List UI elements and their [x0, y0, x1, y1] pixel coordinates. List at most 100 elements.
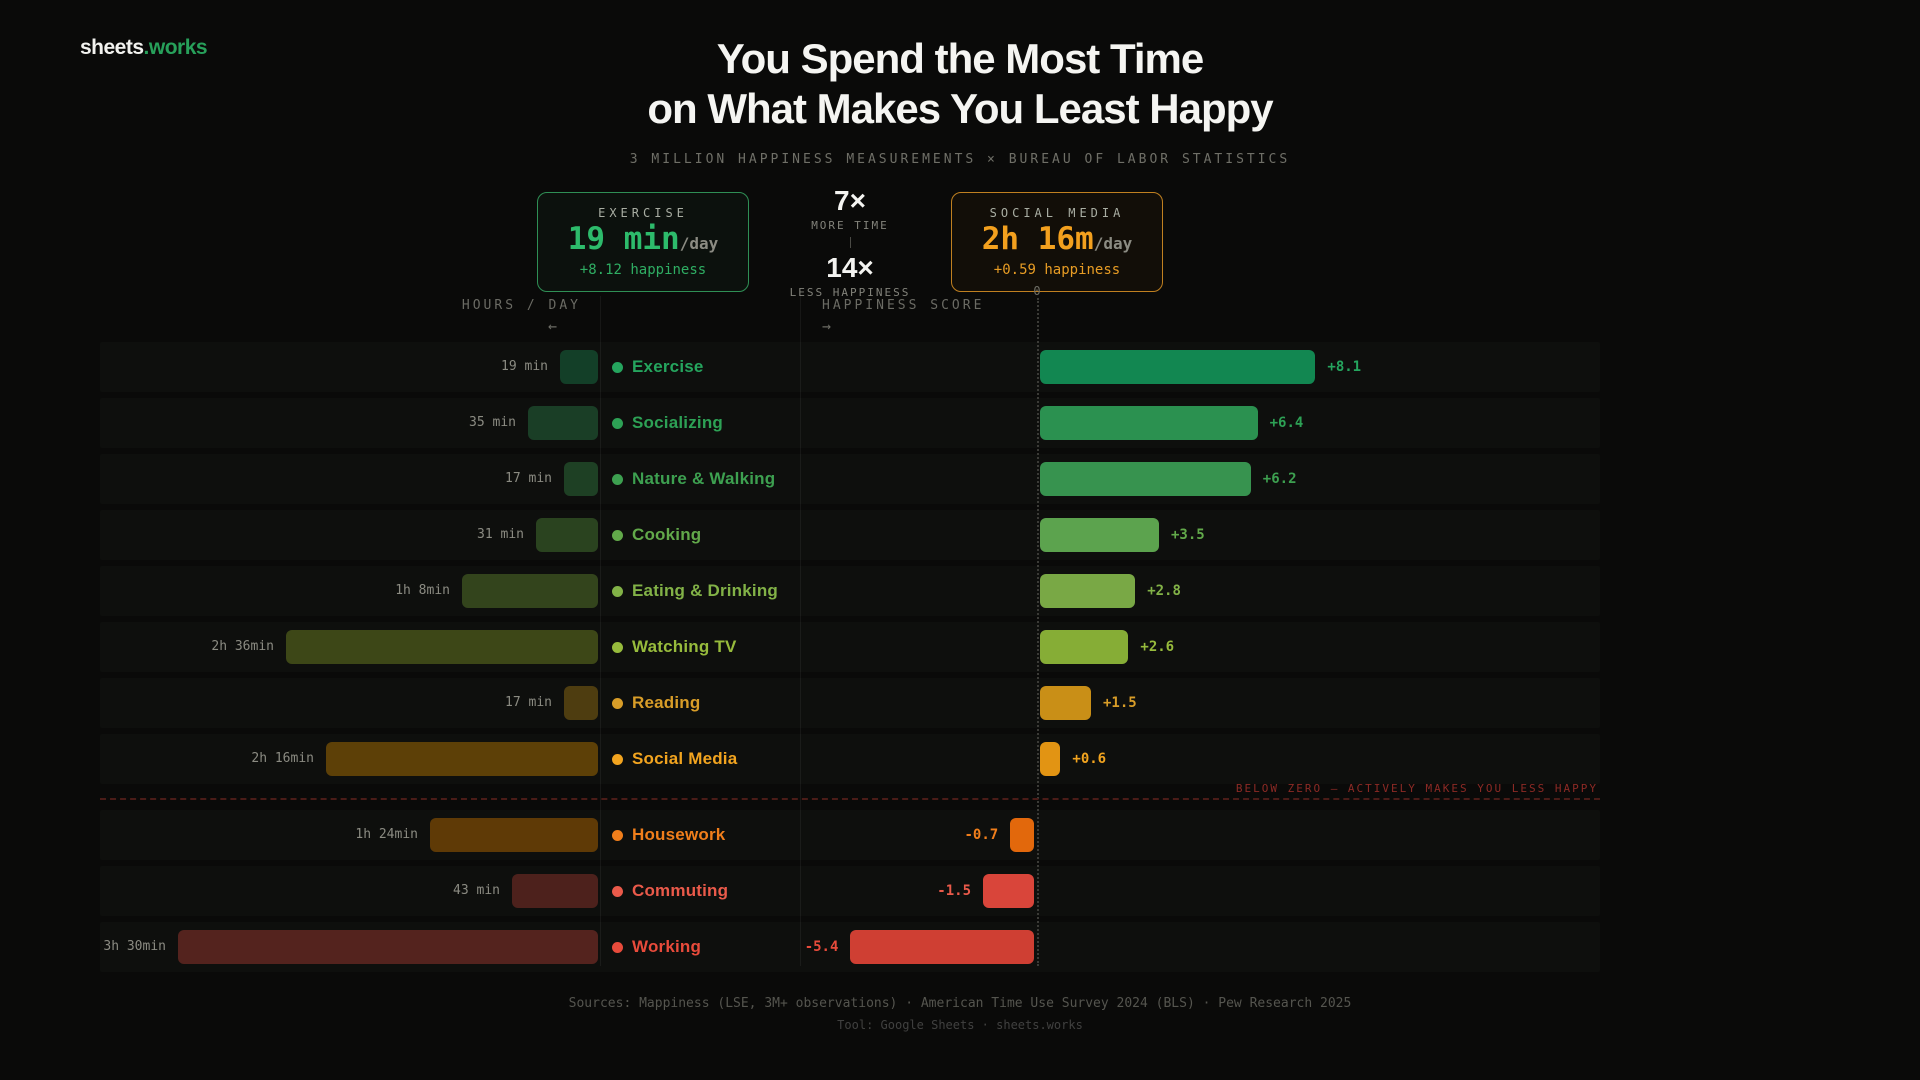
time-spent-label: 3h 30min: [103, 939, 166, 954]
footer-sources: Sources: Mappiness (LSE, 3M+ observation…: [568, 996, 1352, 1011]
time-spent-label: 1h 24min: [355, 827, 418, 842]
comparison-strip: EXERCISE 19 min/day +8.12 happiness 7× M…: [537, 185, 1163, 299]
activity-label: Housework: [632, 825, 726, 844]
zero-axis-label: 0: [1033, 284, 1041, 298]
activity-label: Socializing: [632, 413, 723, 432]
happiness-axis-label: HAPPINESS SCORE: [822, 298, 985, 313]
time-spent-bar: [286, 630, 598, 664]
activity-label: Watching TV: [632, 637, 737, 656]
chart-rows: 19 min Exercise +8.1 35 min Socializing +6.4 1…: [100, 342, 1600, 978]
happiness-score-label: -5.4: [804, 939, 839, 955]
happiness-score-label: +1.5: [1103, 695, 1137, 711]
comparison-middle: 7× MORE TIME 14× LESS HAPPINESS: [775, 185, 925, 298]
footer-tool: Tool: Google Sheets · sheets.works: [837, 1018, 1083, 1032]
time-spent-label: 2h 36min: [211, 639, 274, 654]
page-subtitle: 3 MILLION HAPPINESS MEASUREMENTS × BUREA…: [629, 152, 1291, 167]
below-zero-note: BELOW ZERO — ACTIVELY MAKES YOU LESS HAP…: [1235, 782, 1598, 795]
exercise-card-label: EXERCISE: [598, 206, 688, 221]
social-media-card-unit: /day: [1093, 234, 1133, 254]
happiness-score-bar: [983, 874, 1034, 908]
activity-row: 1h 24min Housework -0.7: [100, 810, 1600, 860]
happiness-score-bar: [1040, 742, 1061, 776]
happiness-factor: 14×: [826, 251, 874, 283]
happiness-score-bar: [850, 930, 1034, 964]
activity-label: Commuting: [632, 881, 729, 900]
time-spent-label: 43 min: [453, 883, 500, 898]
activity-label: Exercise: [632, 357, 704, 376]
activity-label: Working: [632, 937, 702, 956]
title-line-1: You Spend the Most Time: [716, 35, 1204, 82]
zero-axis-line: [1037, 298, 1039, 966]
exercise-card-value: 19 min/day: [567, 221, 719, 258]
time-spent-bar: [430, 818, 598, 852]
time-spent-bar: [560, 350, 598, 384]
time-spent-bar: [528, 406, 598, 440]
logo-accent: .works: [143, 36, 208, 59]
activity-label: Eating & Drinking: [632, 581, 779, 600]
activity-dot-icon: [612, 418, 623, 429]
logo-primary: sheets: [80, 36, 144, 59]
activity-row: 2h 16min Social Media +0.6: [100, 734, 1600, 784]
activity-dot-icon: [612, 942, 623, 953]
time-spent-label: 31 min: [477, 527, 524, 542]
social-media-card: SOCIAL MEDIA 2h 16m/day +0.59 happiness: [951, 192, 1163, 293]
below-zero-divider: BELOW ZERO — ACTIVELY MAKES YOU LESS HAP…: [100, 782, 1600, 804]
activity-dot-icon: [612, 530, 623, 541]
happiness-score-label: -1.5: [937, 883, 971, 899]
activity-row: 2h 36min Watching TV +2.6: [100, 622, 1600, 672]
exercise-card-happiness: +8.12 happiness: [579, 262, 707, 279]
time-spent-bar: [326, 742, 598, 776]
time-spent-bar: [178, 930, 598, 964]
activity-row: 43 min Commuting -1.5: [100, 866, 1600, 916]
social-media-card-label: SOCIAL MEDIA: [989, 206, 1125, 221]
activity-row: 19 min Exercise +8.1: [100, 342, 1600, 392]
activity-row: 35 min Socializing +6.4: [100, 398, 1600, 448]
time-spent-label: 1h 8min: [395, 583, 450, 598]
time-factor: 7×: [834, 185, 866, 216]
below-zero-dashed-line: [100, 798, 1600, 800]
happiness-score-label: +2.6: [1140, 639, 1175, 655]
exercise-card-unit: /day: [679, 234, 719, 254]
happiness-score-label: -0.7: [964, 827, 999, 843]
activity-row: 1h 8min Eating & Drinking +2.8: [100, 566, 1600, 616]
middle-separator: [849, 236, 851, 248]
activity-dot-icon: [612, 886, 623, 897]
left-arrow-icon: ←: [547, 317, 557, 335]
time-spent-label: 17 min: [505, 471, 552, 486]
happiness-score-bar: [1040, 406, 1258, 440]
happiness-axis-header: HAPPINESS SCORE →: [822, 298, 984, 335]
activity-dot-icon: [612, 586, 623, 597]
exercise-card: EXERCISE 19 min/day +8.12 happiness: [537, 192, 749, 293]
activity-dot-icon: [612, 362, 623, 373]
time-factor-caption: MORE TIME: [811, 218, 889, 232]
social-media-card-happiness: +0.59 happiness: [993, 262, 1121, 279]
time-spent-bar: [536, 518, 598, 552]
activity-dot-icon: [612, 754, 623, 765]
time-spent-bar: [564, 462, 598, 496]
happiness-score-bar: [1040, 518, 1159, 552]
activity-label: Social Media: [632, 749, 738, 768]
activity-label: Nature & Walking: [632, 469, 776, 488]
time-spent-label: 17 min: [505, 695, 552, 710]
column-divider-left: [600, 296, 601, 966]
activity-label: Cooking: [632, 525, 702, 544]
happiness-score-label: +3.5: [1171, 527, 1205, 543]
happiness-score-bar: [1040, 350, 1316, 384]
logo[interactable]: sheets.works: [80, 36, 208, 60]
activity-dot-icon: [612, 698, 623, 709]
happiness-score-bar: [1010, 818, 1034, 852]
happiness-score-label: +0.6: [1072, 751, 1107, 767]
activity-chart: 0 HOURS / DAY ← HAPPINESS SCORE → 19 min…: [100, 284, 1600, 986]
hours-axis-header: HOURS / DAY ←: [462, 298, 581, 335]
page-title: You Spend the Most Time on What Makes Yo…: [0, 34, 1920, 135]
happiness-score-label: +2.8: [1147, 583, 1181, 599]
time-spent-bar: [512, 874, 598, 908]
happiness-score-bar: [1040, 574, 1136, 608]
right-arrow-icon: →: [822, 317, 832, 335]
happiness-score-label: +6.4: [1269, 415, 1304, 431]
activity-row: 31 min Cooking +3.5: [100, 510, 1600, 560]
activity-row: 3h 30min Working -5.4: [100, 922, 1600, 972]
happiness-score-bar: [1040, 462, 1251, 496]
time-spent-label: 35 min: [469, 415, 516, 430]
